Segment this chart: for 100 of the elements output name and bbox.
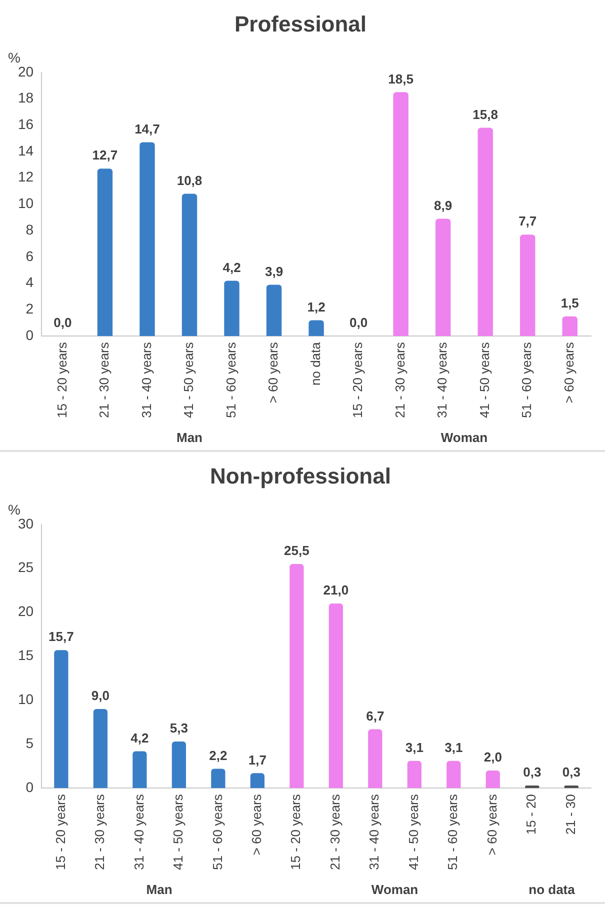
y-tick-label: 20 [18,63,34,80]
bar [266,284,282,336]
bar [328,604,343,788]
data-label: 7,7 [518,214,537,229]
bar [564,785,578,788]
data-label: 21,0 [323,582,349,598]
x-tick-label: 51 - 60 years [223,342,238,418]
y-tick-label: 14 [18,142,34,158]
x-tick-label: 51 - 60 years [519,342,534,418]
y-tick-label: 2 [26,300,34,317]
chart-title: Professional [234,11,367,36]
data-label: 3,1 [444,740,463,755]
data-label: 1,7 [248,752,266,768]
data-label: 10,8 [176,172,202,188]
text: Man [176,430,203,445]
data-label: 4,2 [130,730,149,746]
bar [172,742,186,788]
x-tick-label: 15 - 20 years [350,342,366,418]
y-tick-label: 10 [18,691,34,708]
data-label: 6,7 [366,708,384,724]
y-tick-label: 0 [26,778,34,795]
x-tick-label: 21 - 30 years [96,342,112,418]
x-tick-label: 21 - 30 years [92,794,108,870]
y-axis-title: % [8,49,20,66]
bar [435,218,451,336]
chart-title: Non-professional [210,463,391,488]
data-label: 1,2 [307,299,326,314]
data-label: 2,2 [209,748,228,763]
data-label: 3,1 [405,740,424,755]
bar [562,316,578,336]
y-tick-label: 15 [18,647,34,664]
text: Woman [440,430,488,445]
data-label: 9,0 [91,688,110,704]
data-label: 12,7 [92,148,118,163]
bar [446,760,461,788]
bar [407,760,422,788]
bar [368,729,382,788]
data-label: 15,8 [472,106,498,122]
bar [525,785,540,788]
data-label: 0,0 [350,315,368,330]
y-tick-label: 10 [18,195,34,212]
x-tick-label: 15 - 20 years [52,794,68,870]
data-label: 0,0 [54,315,72,330]
bar [93,709,108,788]
y-axis-title: % [8,501,20,518]
x-tick-label: 21 - 30 [562,794,578,835]
bar [290,564,304,788]
data-label: 25,5 [284,543,310,558]
x-tick-label: 51 - 60 years [210,794,225,870]
data-label: 15,7 [48,629,74,644]
x-tick-label: 15 - 20 years [288,794,304,870]
y-tick-label: 5 [26,735,34,752]
y-tick-label: 8 [26,221,34,238]
x-tick-label: 21 - 30 years [327,794,342,870]
bar [211,768,226,788]
x-tick-label: 31 - 40 years [131,794,146,870]
data-label: 0,3 [523,764,542,780]
data-label: 8,9 [434,198,452,213]
bar [393,92,408,336]
text: no data [528,882,576,897]
x-tick-label: 21 - 30 years [392,342,408,418]
bar [520,234,536,336]
bar [97,168,113,336]
x-tick-label: no data [308,341,323,386]
data-label: 3,9 [264,264,284,279]
bar [182,194,198,336]
x-tick-label: 15 - 20 years [54,342,70,418]
bar [140,142,155,336]
data-label: 14,7 [134,121,160,136]
y-tick-label: 0 [26,326,34,343]
x-tick-label: 15 - 20 [524,794,539,835]
bar [224,280,240,336]
x-tick-label: > 60 years [484,794,500,856]
y-tick-label: 18 [18,90,34,106]
text: Woman [371,882,418,897]
x-tick-label: > 60 years [561,342,576,404]
x-tick-label: 51 - 60 years [445,794,460,870]
x-tick-label: > 60 years [248,794,264,856]
data-label: 18,5 [388,71,414,86]
x-tick-label: > 60 years [266,342,281,404]
x-tick-label: 41 - 50 years [476,342,492,418]
y-tick-label: 30 [18,515,34,532]
data-label: 0,3 [562,764,580,780]
x-tick-label: 31 - 40 years [138,342,154,418]
y-tick-label: 20 [18,603,34,620]
x-tick-label: 41 - 50 years [170,794,186,870]
data-label: 4,2 [222,260,241,275]
x-tick-label: 31 - 40 years [434,342,450,418]
bar [132,751,147,788]
x-tick-label: 41 - 50 years [406,794,421,870]
y-tick-label: 4 [26,274,34,290]
text: Man [146,882,172,897]
data-label: 5,3 [170,720,188,736]
bar [54,650,68,788]
y-tick-label: 16 [18,116,34,132]
data-label: 2,0 [484,750,502,765]
bar [308,320,324,336]
bar [486,770,500,788]
bar [250,773,264,788]
y-tick-label: 12 [18,168,34,185]
